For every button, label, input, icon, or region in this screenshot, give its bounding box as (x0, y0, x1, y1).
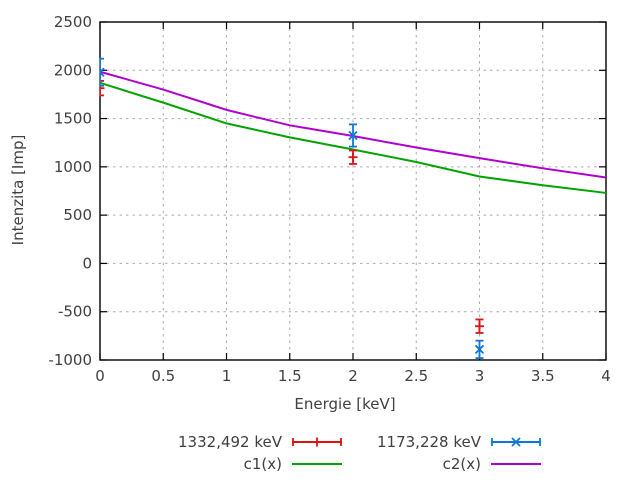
legend-sample-blue-errorbar (490, 437, 541, 447)
errorbar-point (475, 318, 484, 334)
legend-label-c1: c1(x) (243, 455, 282, 473)
x-tick-label: 1.5 (278, 367, 302, 385)
marker-cross (348, 130, 358, 141)
data-layer (99, 57, 607, 359)
curve-c1x (99, 81, 607, 194)
x-tick-label: 3 (475, 367, 485, 385)
legend-entry-1173: 1173,228 keV (377, 431, 542, 453)
x-tick-label: 4 (601, 367, 611, 385)
x-tick-label: 2 (348, 367, 358, 385)
legend-sample-purple-line (490, 463, 541, 465)
legend-label-1332: 1332,492 keV (178, 433, 282, 451)
legend-sample-green-line (292, 463, 342, 465)
errorbar-point (348, 149, 358, 165)
legend-column-left: 1332,492 keV c1(x) (178, 431, 343, 475)
x-tick-label: 1 (222, 367, 232, 385)
legend-sample-red-errorbar (292, 437, 342, 447)
legend-entry-c1: c1(x) (178, 453, 343, 475)
x-tick-label: 0 (95, 367, 105, 385)
legend: 1332,492 keV c1(x) 1173,228 keV c2(x) (40, 431, 640, 475)
legend-column-right: 1173,228 keV c2(x) (377, 431, 542, 475)
legend-label-c2: c2(x) (442, 455, 481, 473)
x-tick-label: 0.5 (151, 367, 175, 385)
legend-entry-1332: 1332,492 keV (178, 431, 343, 453)
x-tick-label: 3.5 (531, 367, 555, 385)
x-axis-title: Energie [keV] (294, 395, 396, 413)
errorbar-point (474, 339, 485, 359)
y-tick-label: 2500 (54, 13, 92, 31)
y-tick-label: 0 (82, 254, 92, 272)
plot-border (99, 21, 607, 361)
y-tick-label: -1000 (48, 351, 92, 369)
y-tick-label: 1500 (54, 110, 92, 128)
y-tick-label: 500 (63, 206, 92, 224)
errorbar-point (99, 57, 105, 87)
legend-entry-c2: c2(x) (377, 453, 542, 475)
y-tick-label: 2000 (54, 61, 92, 79)
y-axis-title: Intenzita [Imp] (9, 134, 27, 246)
marker-cross (511, 437, 521, 447)
y-tick-label: 1000 (54, 158, 92, 176)
legend-label-1173: 1173,228 keV (377, 433, 481, 451)
x-tick-label: 2.5 (404, 367, 428, 385)
y-tick-label: -500 (58, 303, 92, 321)
errorbar-point (348, 123, 358, 148)
marker-cross (474, 344, 485, 355)
marker-cross (99, 67, 105, 74)
